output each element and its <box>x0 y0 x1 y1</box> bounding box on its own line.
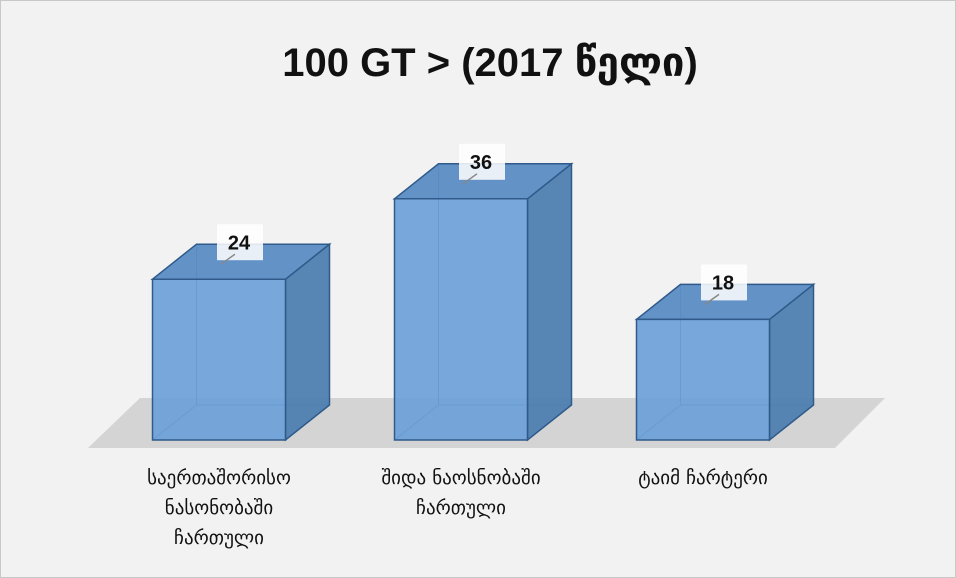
value-label: 18 <box>712 273 734 295</box>
value-label-box <box>701 264 747 301</box>
bar-front <box>393 198 529 441</box>
value-label-leader <box>462 173 478 185</box>
bar <box>150 242 332 442</box>
value-label: 36 <box>470 152 492 174</box>
x-tick-label: საერთაშორისო ნასონობაში ჩართული <box>147 467 291 549</box>
value-label-box <box>459 143 505 180</box>
bar-front <box>635 318 771 441</box>
bar <box>392 162 574 442</box>
value-label: 24 <box>228 232 251 254</box>
chart-title: 100 GT > (2017 წელი) <box>282 41 698 85</box>
bar-side <box>526 162 573 442</box>
x-tick-label: ტაიმ ჩარტერი <box>638 467 768 489</box>
x-tick-label: შიდა ნაოსნობაში ჩართული <box>381 467 541 519</box>
bar-front <box>151 278 287 441</box>
bar <box>634 282 816 442</box>
value-label-leader <box>220 253 236 265</box>
value-label-box <box>217 224 263 261</box>
value-label-leader <box>704 293 720 306</box>
